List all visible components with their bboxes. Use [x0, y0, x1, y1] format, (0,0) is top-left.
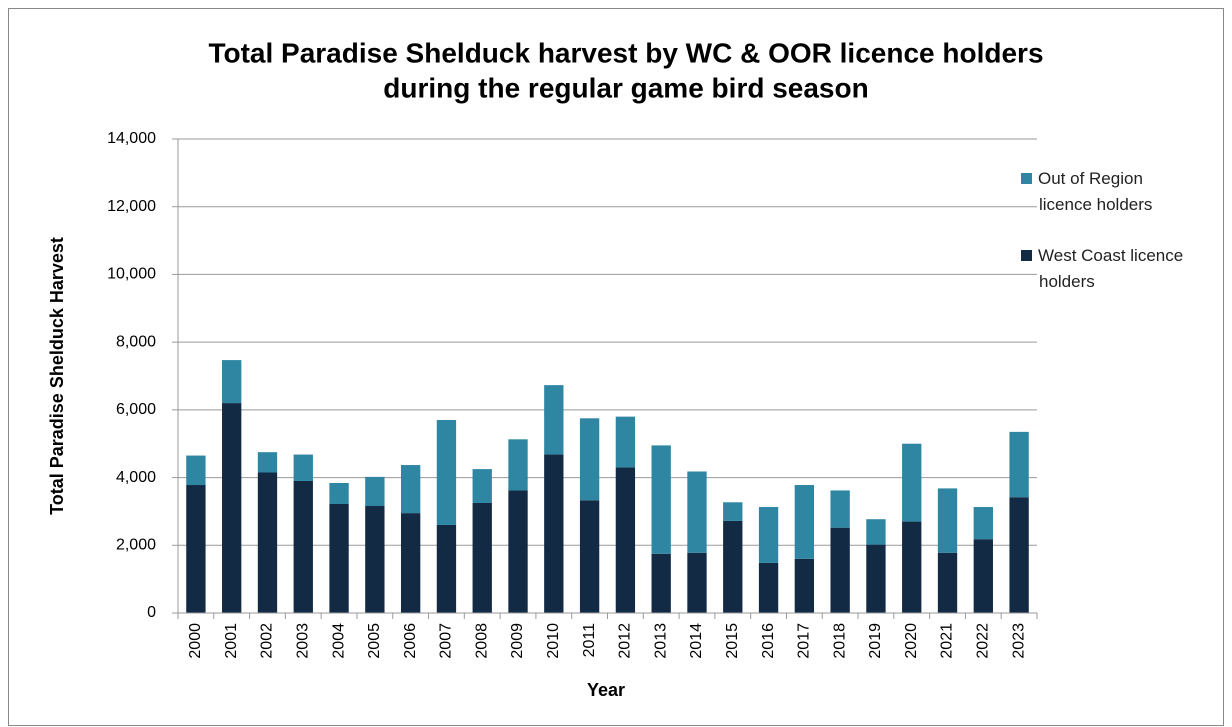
bar-segment	[579, 418, 600, 501]
x-tick-label: 2011	[581, 623, 598, 658]
bar-segment	[830, 527, 850, 613]
x-tick-label: 2005	[366, 623, 383, 659]
chart-title: Total Paradise Shelduck harvest by WC & …	[208, 37, 1043, 68]
bar-segment	[1009, 497, 1029, 613]
bar-segment	[293, 480, 313, 613]
x-tick-label: 2022	[975, 623, 992, 659]
bar-segment	[329, 482, 349, 504]
bar-segment	[508, 490, 528, 613]
bar-segment	[937, 552, 958, 613]
bar-segment	[937, 488, 958, 553]
x-tick-label: 2023	[1010, 623, 1027, 659]
bar-segment	[365, 506, 385, 613]
bar-segment	[615, 467, 636, 613]
bar-segment	[687, 471, 707, 553]
x-tick-label: 2018	[831, 623, 848, 659]
bar-segment	[830, 490, 850, 528]
bar-segment	[472, 502, 492, 613]
bar-segment	[222, 360, 242, 404]
x-tick-label: 2012	[617, 623, 634, 659]
bar-segment	[866, 519, 886, 545]
bar-segment	[186, 485, 206, 613]
bar-segment	[544, 454, 564, 613]
chart-border	[8, 8, 1224, 726]
bar-segment	[400, 465, 421, 514]
bar-segment	[651, 553, 671, 613]
bar-segment	[758, 507, 779, 563]
bar-segment	[186, 455, 206, 486]
x-tick-label: 2007	[438, 623, 455, 659]
bar-segment	[329, 503, 349, 613]
x-tick-label: 2020	[903, 623, 920, 659]
y-tick-label: 6,000	[116, 401, 156, 418]
bar-segment	[257, 452, 278, 473]
x-tick-label: 2006	[402, 623, 419, 659]
bar-segment	[222, 403, 242, 613]
legend-entry: Out of Region licence holders	[1021, 166, 1189, 218]
x-tick-label: 2017	[796, 623, 813, 659]
bar-segment	[902, 521, 922, 613]
bar-segment	[973, 507, 993, 540]
legend-swatch	[1021, 250, 1032, 261]
x-tick-label: 2001	[223, 623, 240, 659]
x-tick-label: 2015	[724, 623, 741, 659]
bar-segment	[794, 558, 815, 613]
bar-segment	[723, 520, 743, 613]
bar-segment	[544, 385, 564, 455]
y-tick-label: 0	[147, 604, 156, 621]
y-tick-label: 10,000	[107, 266, 156, 283]
legend-label: Out of Region licence holders	[1038, 169, 1153, 214]
legend-entry: West Coast licence holders	[1021, 243, 1189, 295]
x-tick-label: 2016	[760, 623, 777, 659]
x-tick-label: 2000	[187, 623, 204, 659]
legend-swatch	[1021, 173, 1032, 184]
bar-segment	[866, 544, 886, 613]
bar-segment	[293, 454, 313, 481]
y-tick-label: 12,000	[107, 198, 156, 215]
bar-segment	[257, 472, 278, 613]
x-tick-label: 2014	[688, 623, 705, 659]
bar-segment	[579, 500, 600, 613]
x-tick-label: 2004	[330, 623, 347, 659]
x-tick-label: 2010	[545, 623, 562, 659]
bar-segment	[436, 524, 457, 613]
x-tick-label: 2019	[867, 623, 884, 659]
bar-segment	[758, 562, 779, 613]
x-axis-title: Year	[587, 680, 625, 700]
y-tick-label: 4,000	[116, 469, 156, 486]
chart-title: during the regular game bird season	[383, 72, 868, 103]
y-tick-label: 8,000	[116, 333, 156, 350]
y-tick-label: 2,000	[116, 537, 156, 554]
x-tick-label: 2003	[294, 623, 311, 659]
bar-segment	[436, 420, 457, 525]
bar-segment	[472, 469, 492, 503]
bar-segment	[365, 476, 385, 507]
legend-label: West Coast licence holders	[1038, 246, 1184, 291]
bar-segment	[1009, 431, 1029, 498]
bar-segment	[973, 539, 993, 613]
y-axis-title: Total Paradise Shelduck Harvest	[47, 237, 67, 515]
bar-segment	[508, 439, 528, 491]
bar-segment	[651, 445, 671, 554]
bar-segment	[723, 502, 743, 521]
bar-segment	[400, 513, 421, 613]
x-tick-label: 2021	[939, 623, 956, 659]
x-tick-label: 2009	[509, 623, 526, 659]
bar-segment	[687, 552, 707, 613]
bar-segment	[902, 443, 922, 522]
y-tick-label: 14,000	[107, 130, 156, 147]
bar-segment	[615, 416, 636, 468]
x-tick-label: 2002	[259, 623, 276, 659]
bar-segment	[794, 485, 815, 559]
x-tick-label: 2013	[652, 623, 669, 659]
x-tick-label: 2008	[473, 623, 490, 659]
